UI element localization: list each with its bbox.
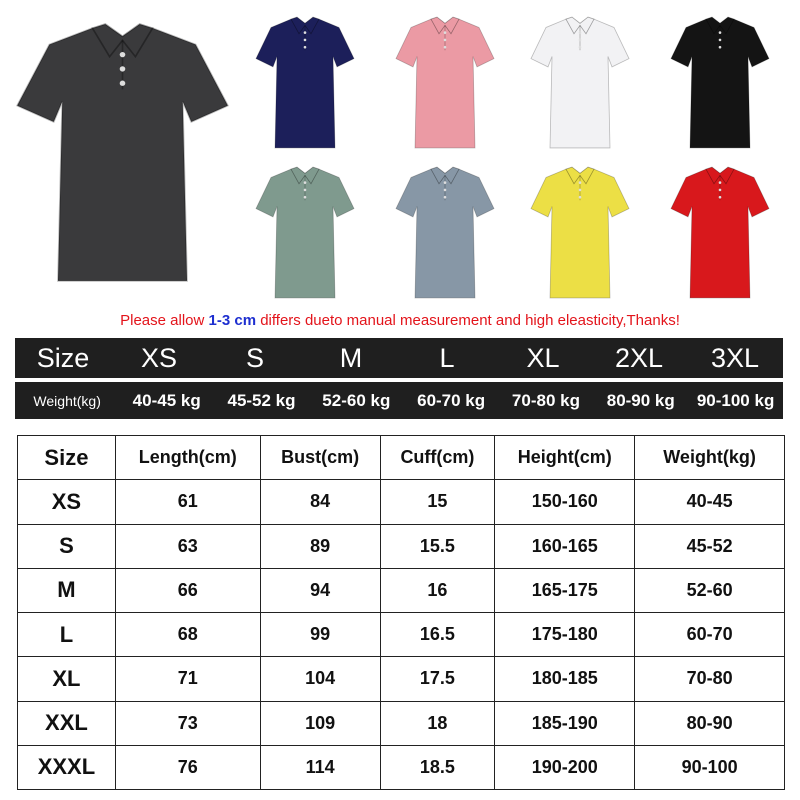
table-cell: 165-175 (494, 567, 636, 614)
size-3xl: 3XL (710, 342, 760, 373)
table-cell: 61 (114, 479, 261, 525)
table-cell: XL (17, 656, 116, 702)
table-cell: 45-52 (634, 523, 785, 569)
table-cell: 40-45 (634, 479, 785, 525)
table-cell: 18.5 (379, 744, 496, 791)
polo-shirt-yellow (530, 166, 630, 299)
polo-shirt-red (670, 166, 770, 299)
polo-shirt-pink (395, 16, 495, 149)
size-m: M (339, 342, 363, 373)
weight-s: 45-52 kg (227, 390, 296, 410)
table-row: XXXL 76 114 18.5 190-200 90-100 (17, 744, 785, 791)
table-cell: 80-90 (634, 700, 785, 746)
polo-shirt-dark-gray (15, 23, 230, 282)
table-cell: XS (17, 479, 116, 525)
size-bar: Size XS S M L XL 2XL 3XL (15, 338, 783, 378)
column-header: Length(cm) (114, 434, 261, 481)
size-chart-table: Size Length(cm) Bust(cm) Cuff(cm) Height(cm)… (17, 434, 785, 791)
table-cell: 84 (259, 479, 381, 525)
table-row: S 63 89 15.5 160-165 45-52 (17, 523, 785, 569)
table-cell: 60-70 (634, 611, 785, 658)
table-cell: 63 (114, 523, 261, 569)
table-row: XS 61 84 15 150-160 40-45 (17, 479, 785, 525)
weight-bar: Weight(kg) 40-45 kg 45-52 kg 52-60 kg 60-70 … (15, 382, 783, 419)
column-header: Height(cm) (494, 434, 636, 481)
table-cell: 15 (379, 479, 496, 525)
weight-xs: 40-45 kg (132, 390, 201, 410)
table-cell: XXL (17, 700, 116, 746)
table-cell: M (17, 567, 116, 614)
polo-shirt-black (670, 16, 770, 149)
table-cell: S (17, 523, 116, 569)
column-header: Bust(cm) (259, 434, 381, 481)
polo-shirt-sage-green (255, 166, 355, 299)
size-s: S (245, 342, 264, 373)
weight-label: Weight(kg) (33, 392, 101, 409)
size-xs: XS (140, 342, 178, 373)
column-header: Cuff(cm) (379, 434, 496, 481)
table-cell: 66 (114, 567, 261, 614)
table-cell: 190-200 (494, 744, 636, 791)
table-cell: 71 (114, 656, 261, 702)
table-cell: 160-165 (494, 523, 636, 569)
table-cell: 16.5 (379, 611, 496, 658)
weight-3xl: 90-100 kg (696, 390, 775, 410)
size-xl: XL (526, 342, 560, 373)
table-cell: 18 (379, 700, 496, 746)
table-cell: 73 (114, 700, 261, 746)
table-cell: 68 (114, 611, 261, 658)
polo-shirt-white (530, 16, 630, 149)
table-cell: 150-160 (494, 479, 636, 525)
table-row: XL 71 104 17.5 180-185 70-80 (17, 656, 785, 702)
table-row: M 66 94 16 165-175 52-60 (17, 567, 785, 614)
table-cell: L (17, 611, 116, 658)
measurement-notice: Please allow 1-3 cm differs dueto manual… (120, 312, 680, 329)
table-cell: 94 (259, 567, 381, 614)
polo-shirt-gray-blue (395, 166, 495, 299)
table-cell: 185-190 (494, 700, 636, 746)
weight-xl: 70-80 kg (511, 390, 580, 410)
table-cell: 175-180 (494, 611, 636, 658)
table-row: XXL 73 109 18 185-190 80-90 (17, 700, 785, 746)
table-cell: 17.5 (379, 656, 496, 702)
size-label: Size (36, 342, 90, 373)
table-cell: 114 (259, 744, 381, 791)
size-2xl: 2XL (614, 342, 664, 373)
weight-l: 60-70 kg (417, 390, 486, 410)
table-header-row: Size Length(cm) Bust(cm) Cuff(cm) Height(cm)… (17, 434, 785, 481)
table-cell: 52-60 (634, 567, 785, 614)
table-cell: 180-185 (494, 656, 636, 702)
table-cell: 15.5 (379, 523, 496, 569)
polo-shirt-navy (255, 16, 355, 149)
table-cell: 16 (379, 567, 496, 614)
weight-2xl: 80-90 kg (606, 390, 675, 410)
table-cell: 99 (259, 611, 381, 658)
column-header: Weight(kg) (634, 434, 785, 481)
table-cell: 70-80 (634, 656, 785, 702)
table-cell: 104 (259, 656, 381, 702)
table-cell: 89 (259, 523, 381, 569)
size-l: L (439, 342, 455, 373)
table-cell: 90-100 (634, 744, 785, 791)
column-header: Size (17, 434, 116, 481)
table-cell: 109 (259, 700, 381, 746)
table-cell: XXXL (17, 744, 116, 791)
table-row: L 68 99 16.5 175-180 60-70 (17, 611, 785, 658)
weight-m: 52-60 kg (322, 390, 391, 410)
table-cell: 76 (114, 744, 261, 791)
